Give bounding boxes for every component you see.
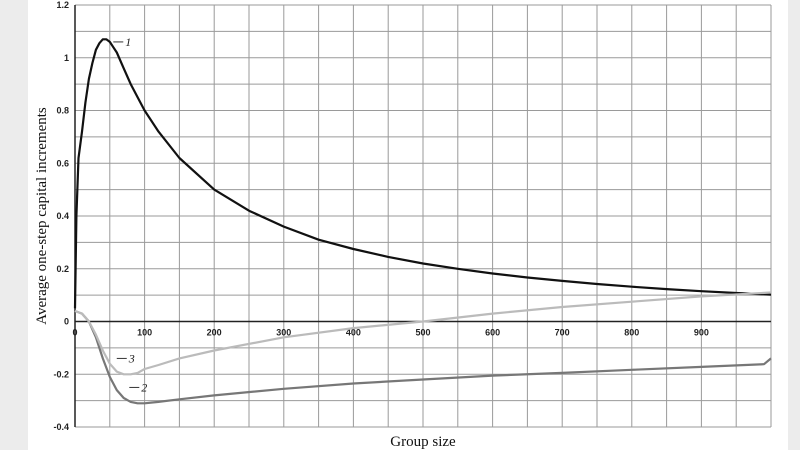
x-tick-label: 900 (694, 328, 709, 338)
x-tick-label: 200 (207, 328, 222, 338)
chart-canvas: 0 100 200 300 400 500 600 700 800 900 -0.4 -0.2 0 0.2… (28, 0, 788, 450)
x-tick-label: 100 (137, 328, 152, 338)
curve-label-3: 3 (128, 351, 135, 365)
y-tick-label: 0 (64, 317, 69, 327)
x-axis-title: Group size (390, 434, 456, 450)
series-line-1 (73, 38, 772, 309)
line-chart: 0 100 200 300 400 500 600 700 800 900 -0.4 -0.2 0 0.2… (34, 0, 772, 450)
x-tick-label: 0 (72, 328, 77, 338)
tick-labels: 0 100 200 300 400 500 600 700 800 900 -0.4 -0.2 0 0.2… (53, 0, 708, 432)
x-tick-label: 400 (346, 328, 361, 338)
grid-lines (74, 4, 772, 428)
y-tick-label: -0.4 (53, 422, 69, 432)
x-tick-label: 500 (415, 328, 430, 338)
curve-label-2: 2 (141, 380, 147, 394)
series-line-3 (74, 291, 772, 376)
y-tick-label: 0.6 (56, 158, 69, 168)
y-tick-label: -0.2 (53, 369, 69, 379)
x-tick-label: 300 (276, 328, 291, 338)
curve-label-1: 1 (125, 35, 131, 49)
y-tick-label: 0.2 (56, 264, 69, 274)
series-lines (73, 38, 772, 405)
y-tick-label: 0.8 (56, 106, 69, 116)
y-axis-title: Average one-step capital increments (34, 107, 50, 325)
x-tick-label: 800 (624, 328, 639, 338)
y-tick-label: 1.2 (56, 0, 69, 10)
series-line-2 (74, 309, 772, 405)
y-tick-label: 1 (64, 53, 69, 63)
curve-labels: 1 2 3 (113, 35, 147, 394)
x-tick-label: 600 (485, 328, 500, 338)
y-tick-label: 0.4 (56, 211, 69, 221)
x-tick-label: 700 (555, 328, 570, 338)
